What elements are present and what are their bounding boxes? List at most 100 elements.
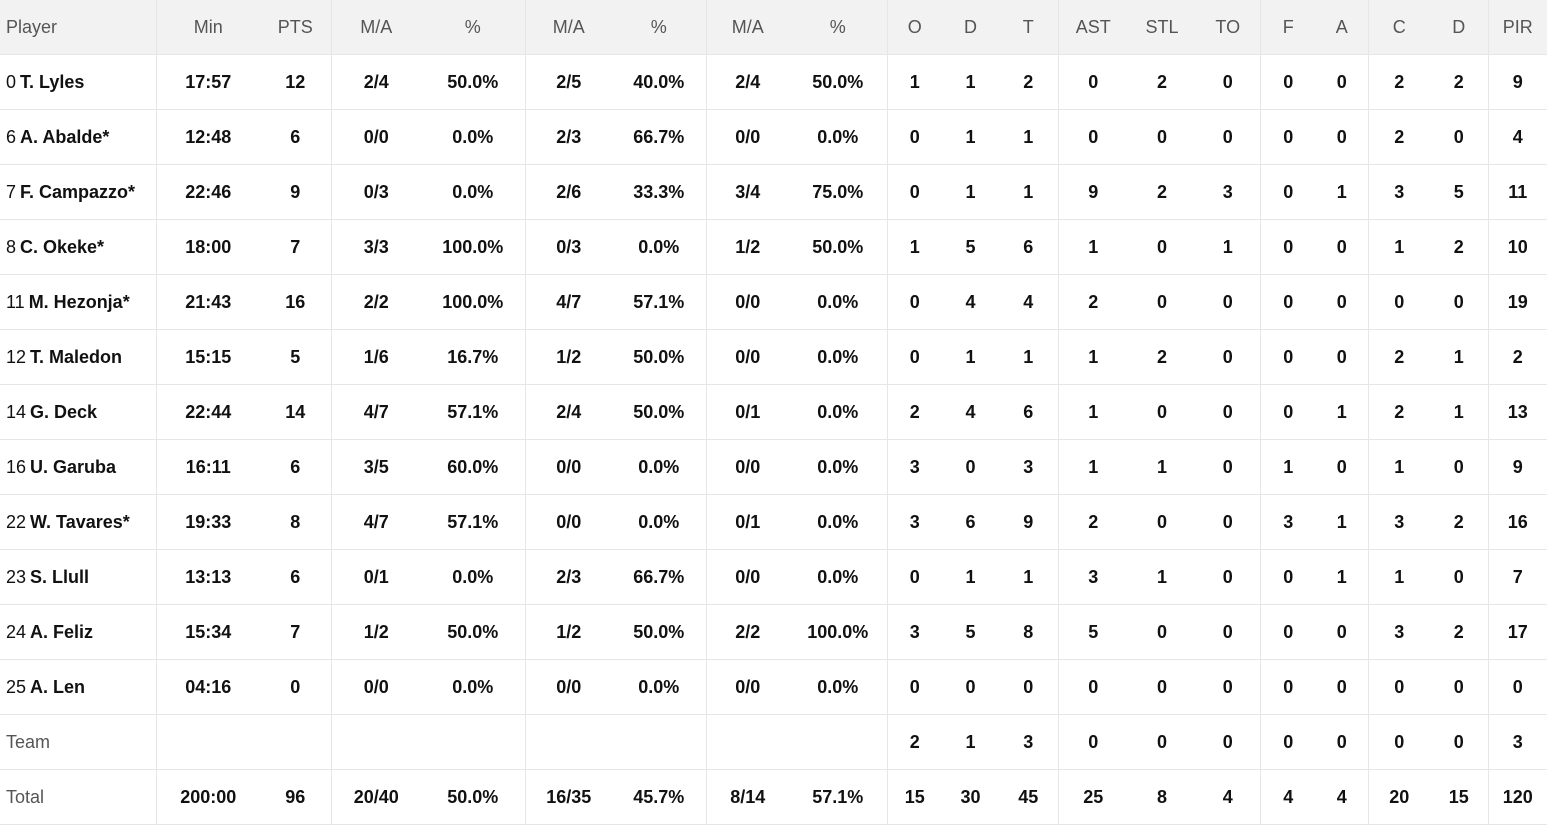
stat-ast: 0	[1058, 714, 1128, 770]
player-name[interactable]: G. Deck	[30, 401, 98, 422]
player-name[interactable]: W. Tavares*	[30, 511, 130, 532]
stat-to: 0	[1196, 384, 1261, 440]
stat-ft-ma: 0/1	[706, 494, 789, 550]
stat-off-reb: 0	[887, 659, 942, 715]
stat-off-reb: 3	[887, 439, 942, 495]
player-cell[interactable]: 8 C. Okeke*	[0, 219, 157, 275]
col-header-def-reb[interactable]: D	[942, 0, 999, 55]
stat-tot-reb: 0	[999, 659, 1059, 715]
stat-stl: 0	[1128, 714, 1196, 770]
col-header-2pt-pct[interactable]: %	[421, 0, 526, 55]
col-header-to[interactable]: TO	[1196, 0, 1261, 55]
player-cell[interactable]: 12 T. Maledon	[0, 329, 157, 385]
col-header-tot-reb[interactable]: T	[999, 0, 1059, 55]
stat-2pt-pct: 57.1%	[421, 384, 526, 440]
stat-ast: 2	[1058, 494, 1128, 550]
player-cell[interactable]: 11 M. Hezonja*	[0, 274, 157, 330]
player-name[interactable]: F. Campazzo*	[20, 181, 136, 202]
stat-3pt-ma: 1/2	[525, 604, 612, 660]
col-header-3pt-ma[interactable]: M/A	[525, 0, 612, 55]
col-header-min[interactable]: Min	[156, 0, 260, 55]
col-header-3pt-pct[interactable]: %	[612, 0, 707, 55]
stat-pir: 17	[1488, 604, 1547, 660]
stat-2pt-pct: 0.0%	[421, 659, 526, 715]
player-cell[interactable]: 22 W. Tavares*	[0, 494, 157, 550]
col-header-ft-pct[interactable]: %	[789, 0, 888, 55]
stat-2pt-ma: 0/0	[331, 109, 421, 165]
stat-fouls-drawn: 1	[1316, 549, 1369, 605]
stat-fouls-committed: 0	[1260, 219, 1316, 275]
col-header-pir[interactable]: PIR	[1488, 0, 1547, 55]
player-name[interactable]: T. Maledon	[30, 346, 123, 367]
stat-fouls-drawn: 0	[1316, 659, 1369, 715]
stat-2pt-pct: 100.0%	[421, 219, 526, 275]
stat-ft-pct: 100.0%	[789, 604, 888, 660]
player-cell[interactable]: 14 G. Deck	[0, 384, 157, 440]
stat-fouls-committed: 0	[1260, 164, 1316, 220]
stat-fouls-committed: 0	[1260, 659, 1316, 715]
player-name[interactable]: C. Okeke*	[20, 236, 105, 257]
stat-tot-reb: 1	[999, 329, 1059, 385]
col-header-fouls-committed[interactable]: F	[1260, 0, 1316, 55]
col-header-off-reb[interactable]: O	[887, 0, 942, 55]
col-header-blk-against[interactable]: D	[1430, 0, 1489, 55]
stat-min: 22:46	[156, 164, 260, 220]
col-header-blk-favor[interactable]: C	[1368, 0, 1430, 55]
player-cell[interactable]: 16 U. Garuba	[0, 439, 157, 495]
player-row: 14 G. Deck 22:44 14 4/7 57.1% 2/4 50.0% 0/1 0.0% 2…	[0, 384, 1547, 440]
col-header-pts[interactable]: PTS	[260, 0, 332, 55]
col-header-fouls-drawn[interactable]: A	[1316, 0, 1369, 55]
stat-2pt-ma: 2/4	[331, 54, 421, 110]
player-name[interactable]: U. Garuba	[30, 456, 117, 477]
stat-blk-favor: 3	[1368, 494, 1430, 550]
stat-3pt-ma: 2/6	[525, 164, 612, 220]
stat-tot-reb: 1	[999, 164, 1059, 220]
stat-3pt-pct	[612, 714, 707, 770]
player-name[interactable]: M. Hezonja*	[28, 291, 130, 312]
player-number: 6	[6, 126, 17, 147]
stat-to: 0	[1196, 494, 1261, 550]
stat-2pt-pct: 57.1%	[421, 494, 526, 550]
stat-fouls-committed: 0	[1260, 384, 1316, 440]
stat-3pt-pct: 0.0%	[612, 659, 707, 715]
col-header-ft-ma[interactable]: M/A	[706, 0, 789, 55]
player-number: 14	[6, 401, 27, 422]
stat-ast: 5	[1058, 604, 1128, 660]
col-header-stl[interactable]: STL	[1128, 0, 1196, 55]
stat-fouls-committed: 0	[1260, 604, 1316, 660]
stat-ast: 1	[1058, 329, 1128, 385]
stat-min: 17:57	[156, 54, 260, 110]
col-header-player[interactable]: Player	[0, 0, 157, 55]
stat-min: 15:34	[156, 604, 260, 660]
stat-ft-ma: 0/0	[706, 659, 789, 715]
stat-3pt-ma: 1/2	[525, 329, 612, 385]
player-name[interactable]: A. Abalde*	[20, 126, 110, 147]
player-cell[interactable]: 23 S. Llull	[0, 549, 157, 605]
stat-2pt-pct: 50.0%	[421, 604, 526, 660]
stat-blk-against: 0	[1430, 714, 1489, 770]
stat-blk-favor: 1	[1368, 219, 1430, 275]
stat-min	[156, 714, 260, 770]
stat-3pt-ma: 2/3	[525, 549, 612, 605]
stat-off-reb: 2	[887, 714, 942, 770]
col-header-ast[interactable]: AST	[1058, 0, 1128, 55]
stat-def-reb: 1	[942, 164, 999, 220]
player-number: 23	[6, 566, 27, 587]
player-cell[interactable]: 0 T. Lyles	[0, 54, 157, 110]
player-name[interactable]: A. Len	[30, 676, 86, 697]
stat-def-reb: 30	[942, 769, 999, 825]
stat-stl: 0	[1128, 109, 1196, 165]
stat-3pt-ma	[525, 714, 612, 770]
player-cell[interactable]: 7 F. Campazzo*	[0, 164, 157, 220]
player-cell[interactable]: 24 A. Feliz	[0, 604, 157, 660]
player-name[interactable]: A. Feliz	[30, 621, 94, 642]
player-cell[interactable]: 6 A. Abalde*	[0, 109, 157, 165]
stat-pts: 16	[260, 274, 332, 330]
stat-blk-against: 2	[1430, 494, 1489, 550]
col-header-2pt-ma[interactable]: M/A	[331, 0, 421, 55]
player-name[interactable]: T. Lyles	[20, 71, 85, 92]
player-name[interactable]: S. Llull	[30, 566, 90, 587]
player-cell[interactable]: 25 A. Len	[0, 659, 157, 715]
stat-min: 13:13	[156, 549, 260, 605]
stat-ft-ma: 0/0	[706, 329, 789, 385]
